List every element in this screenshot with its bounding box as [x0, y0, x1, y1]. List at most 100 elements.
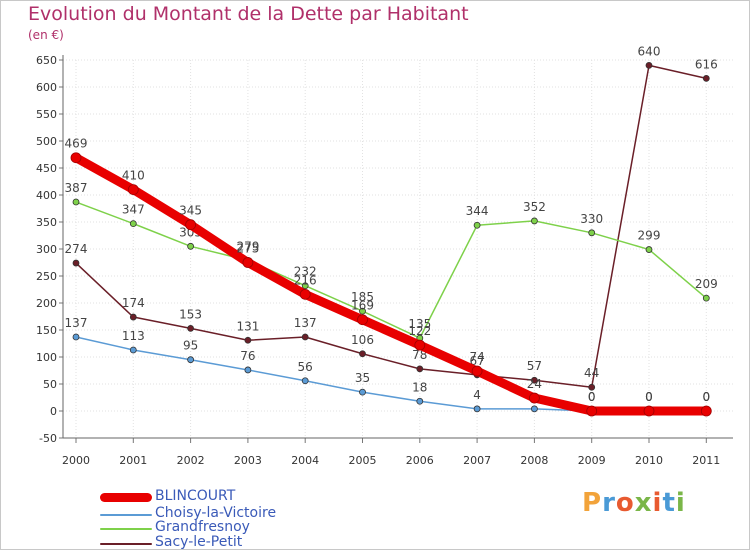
data-point-grandfresnoy: [588, 229, 596, 237]
data-label-sacy-le-petit: 57: [527, 359, 542, 373]
data-point-choisy-la-victoire: [187, 356, 195, 364]
data-label-choisy-la-victoire: 113: [122, 329, 145, 343]
legend-swatch: [100, 528, 152, 530]
data-label-blincourt: 469: [65, 137, 88, 151]
data-point-blincourt: [357, 314, 368, 326]
data-label-sacy-le-petit: 44: [584, 366, 599, 380]
x-tick-label: 2001: [119, 454, 147, 467]
data-label-sacy-le-petit: 137: [294, 316, 317, 330]
y-tick-label: 50: [43, 378, 57, 391]
series-line-choisy-la-victoire: [75, 336, 708, 412]
y-tick-label: 150: [36, 324, 57, 337]
data-point-sacy-le-petit: [244, 336, 252, 344]
data-point-sacy-le-petit: [187, 324, 195, 332]
y-tick-label: 450: [36, 162, 57, 175]
data-point-sacy-le-petit: [359, 350, 366, 358]
data-point-blincourt: [700, 405, 712, 417]
data-label-sacy-le-petit: 131: [236, 319, 259, 333]
data-point-grandfresnoy: [359, 307, 366, 315]
data-label-choisy-la-victoire: 35: [355, 371, 370, 385]
y-tick-label: 100: [36, 351, 57, 364]
data-point-blincourt: [586, 405, 598, 417]
data-label-sacy-le-petit: 640: [638, 44, 661, 58]
legend-label: Choisy-la-Victoire: [155, 505, 277, 521]
data-point-blincourt: [185, 219, 197, 231]
data-label-choisy-la-victoire: 137: [65, 316, 88, 330]
data-point-blincourt: [529, 392, 540, 404]
y-tick-label: 300: [36, 243, 57, 256]
data-label-blincourt: 0: [588, 390, 596, 404]
data-label-choisy-la-victoire: 0: [588, 390, 596, 404]
logo-letter: i: [652, 488, 663, 518]
data-label-choisy-la-victoire: 56: [298, 360, 313, 374]
logo-letter: x: [634, 488, 653, 518]
series-line-blincourt: [71, 153, 711, 416]
data-label-sacy-le-petit: 274: [65, 242, 88, 256]
y-tick-label: 200: [36, 297, 57, 310]
data-point-choisy-la-victoire: [244, 366, 252, 374]
data-label-grandfresnoy: 279: [236, 239, 259, 253]
data-point-blincourt: [127, 184, 139, 196]
legend-swatch: [100, 514, 152, 516]
data-point-blincourt: [414, 339, 426, 351]
legend-swatch: [100, 543, 152, 545]
y-tick-label: 0: [50, 405, 57, 418]
data-point-sacy-le-petit: [531, 376, 538, 384]
data-point-choisy-la-victoire: [416, 397, 424, 405]
data-point-blincourt: [299, 288, 311, 300]
data-label-grandfresnoy: 352: [523, 200, 546, 214]
data-label-sacy-le-petit: 174: [122, 296, 145, 310]
data-label-choisy-la-victoire: 76: [240, 349, 255, 363]
x-tick-label: 2005: [349, 454, 377, 467]
data-point-sacy-le-petit: [416, 365, 424, 373]
data-label-grandfresnoy: 330: [580, 212, 603, 226]
x-tick-label: 2007: [463, 454, 491, 467]
data-label-grandfresnoy: 209: [695, 277, 718, 291]
data-point-sacy-le-petit: [588, 383, 596, 391]
data-label-grandfresnoy: 299: [638, 229, 661, 243]
logo-letter: i: [675, 488, 686, 518]
data-label-blincourt: 74: [469, 350, 484, 364]
data-label-choisy-la-victoire: 18: [412, 380, 427, 394]
x-tick-label: 2000: [62, 454, 90, 467]
data-point-choisy-la-victoire: [72, 333, 80, 341]
x-tick-label: 2002: [177, 454, 205, 467]
data-label-blincourt: 345: [179, 204, 202, 218]
y-tick-label: 650: [36, 54, 57, 67]
data-point-choisy-la-victoire: [129, 346, 137, 354]
logo-letter: r: [602, 488, 616, 518]
data-label-blincourt: 410: [122, 169, 145, 183]
x-tick-label: 2008: [520, 454, 548, 467]
y-tick-label: 350: [36, 216, 57, 229]
legend-label: Sacy-le-Petit: [155, 534, 243, 550]
data-label-blincourt: 169: [351, 299, 374, 313]
y-tick-label: -50: [39, 432, 57, 445]
data-point-sacy-le-petit: [301, 333, 309, 341]
data-point-sacy-le-petit: [645, 62, 653, 69]
series-line-grandfresnoy: [75, 201, 708, 339]
data-point-grandfresnoy: [129, 220, 137, 228]
data-point-choisy-la-victoire: [359, 388, 366, 396]
data-label-sacy-le-petit: 106: [351, 333, 374, 347]
data-point-blincourt: [242, 257, 254, 268]
x-tick-label: 2004: [291, 454, 319, 467]
data-point-grandfresnoy: [301, 282, 309, 290]
data-label-blincourt: 216: [294, 273, 317, 287]
x-tick-label: 2011: [692, 454, 720, 467]
x-tick-label: 2010: [635, 454, 663, 467]
logo-letter: P: [582, 488, 603, 518]
data-point-sacy-le-petit: [129, 313, 137, 321]
data-point-blincourt: [643, 405, 655, 417]
data-point-choisy-la-victoire: [531, 405, 538, 413]
chart-title: Evolution du Montant de la Dette par Hab…: [28, 3, 469, 25]
logo-letter: o: [615, 488, 635, 518]
data-label-choisy-la-victoire: 95: [183, 339, 198, 353]
data-point-sacy-le-petit: [72, 259, 80, 267]
data-label-grandfresnoy: 135: [408, 317, 431, 331]
data-label-sacy-le-petit: 153: [179, 307, 202, 321]
data-label-sacy-le-petit: 616: [695, 57, 718, 71]
data-label-choisy-la-victoire: 0: [645, 390, 653, 404]
data-label-blincourt: 0: [645, 390, 653, 404]
data-label-grandfresnoy: 344: [466, 204, 489, 218]
